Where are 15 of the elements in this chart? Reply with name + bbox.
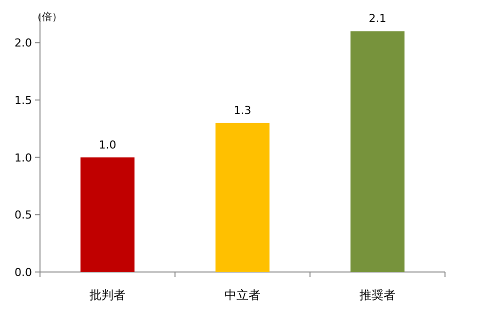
y-tick-label: 1.0 — [14, 151, 32, 164]
x-tick-label: 批判者 — [90, 288, 126, 302]
x-tick-label: 推奨者 — [360, 288, 396, 302]
x-tick-label: 中立者 — [224, 288, 260, 302]
y-axis-title: （倍） — [32, 11, 62, 23]
bar — [216, 122, 270, 272]
data-label: 1.3 — [234, 104, 252, 117]
bar — [80, 157, 134, 272]
data-label: 1.0 — [98, 138, 116, 152]
y-tick-label: 0.0 — [14, 266, 32, 279]
y-tick-label: 0.5 — [14, 208, 32, 222]
bar — [350, 31, 404, 272]
y-tick-label: 2.0 — [14, 36, 32, 50]
data-label: 2.1 — [368, 12, 386, 26]
y-tick-label: 1.5 — [14, 94, 32, 107]
